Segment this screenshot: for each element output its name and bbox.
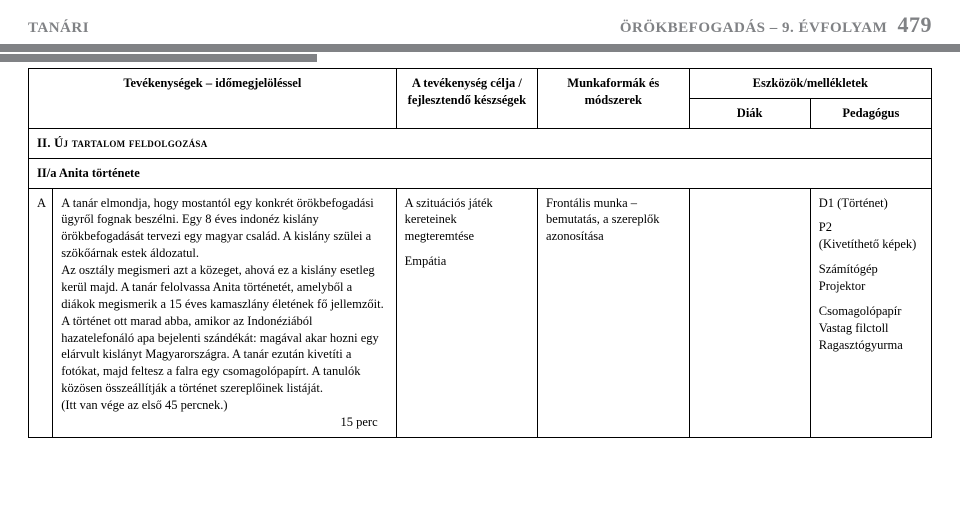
main-table: Tevékenységek – időmegjelöléssel A tevék…	[28, 68, 932, 438]
th-activity: Tevékenységek – időmegjelöléssel	[29, 69, 397, 129]
row-method: Frontális munka – bemutatás, a szereplők…	[546, 195, 681, 246]
page-number: 479	[898, 12, 933, 37]
section-roman: II. Új tartalom feldolgozása	[37, 136, 208, 150]
section-sub: II/a Anita története	[37, 166, 140, 180]
row-goal-1: A szituációs játék kereteinek megteremté…	[405, 195, 529, 246]
th-pedagogus: Pedagógus	[810, 98, 931, 128]
row-activity-cell: A tanár elmondja, hogy mostantól egy kon…	[53, 188, 396, 437]
row-goal-2: Empátia	[405, 253, 529, 270]
section-row-1: II. Új tartalom feldolgozása	[29, 128, 932, 158]
section-row-2: II/a Anita története	[29, 158, 932, 188]
row-activity-text: A tanár elmondja, hogy mostantól egy kon…	[61, 195, 387, 414]
th-goal: A tevékenység célja / fejlesztendő készs…	[396, 69, 537, 129]
row-ped-3: Számítógép Projektor	[819, 261, 923, 295]
th-diak: Diák	[689, 98, 810, 128]
th-method: Munkaformák és módszerek	[538, 69, 690, 129]
header-stripes	[0, 44, 960, 62]
row-goal-cell: A szituációs játék kereteinek megteremté…	[396, 188, 537, 437]
main-table-wrap: Tevékenységek – időmegjelöléssel A tevék…	[0, 68, 960, 438]
row-ped-4: Csomagoló­papír Vastag filctoll Ragasztó…	[819, 303, 923, 354]
header-left: TANÁRI	[28, 20, 89, 37]
table-head-row1: Tevékenységek – időmegjelöléssel A tevék…	[29, 69, 932, 99]
row-method-cell: Frontális munka – bemutatás, a szereplők…	[538, 188, 690, 437]
th-tools-group: Eszközök/mellékletek	[689, 69, 931, 99]
table-row: A A tanár elmondja, hogy mostantól egy k…	[29, 188, 932, 437]
row-letter: A	[29, 188, 53, 437]
row-time: 15 perc	[61, 414, 387, 431]
header-title: ÖRÖKBEFOGADÁS – 9. ÉVFOLYAM	[620, 20, 887, 36]
page-header: TANÁRI ÖRÖKBEFOGADÁS – 9. ÉVFOLYAM 479	[0, 0, 960, 42]
row-diak-cell	[689, 188, 810, 437]
row-ped-2: P2 (Kivetíthető képek)	[819, 219, 923, 253]
row-pedagogus-cell: D1 (Történet) P2 (Kivetíthető képek) Szá…	[810, 188, 931, 437]
header-right: ÖRÖKBEFOGADÁS – 9. ÉVFOLYAM 479	[620, 12, 932, 38]
row-ped-1: D1 (Történet)	[819, 195, 923, 212]
